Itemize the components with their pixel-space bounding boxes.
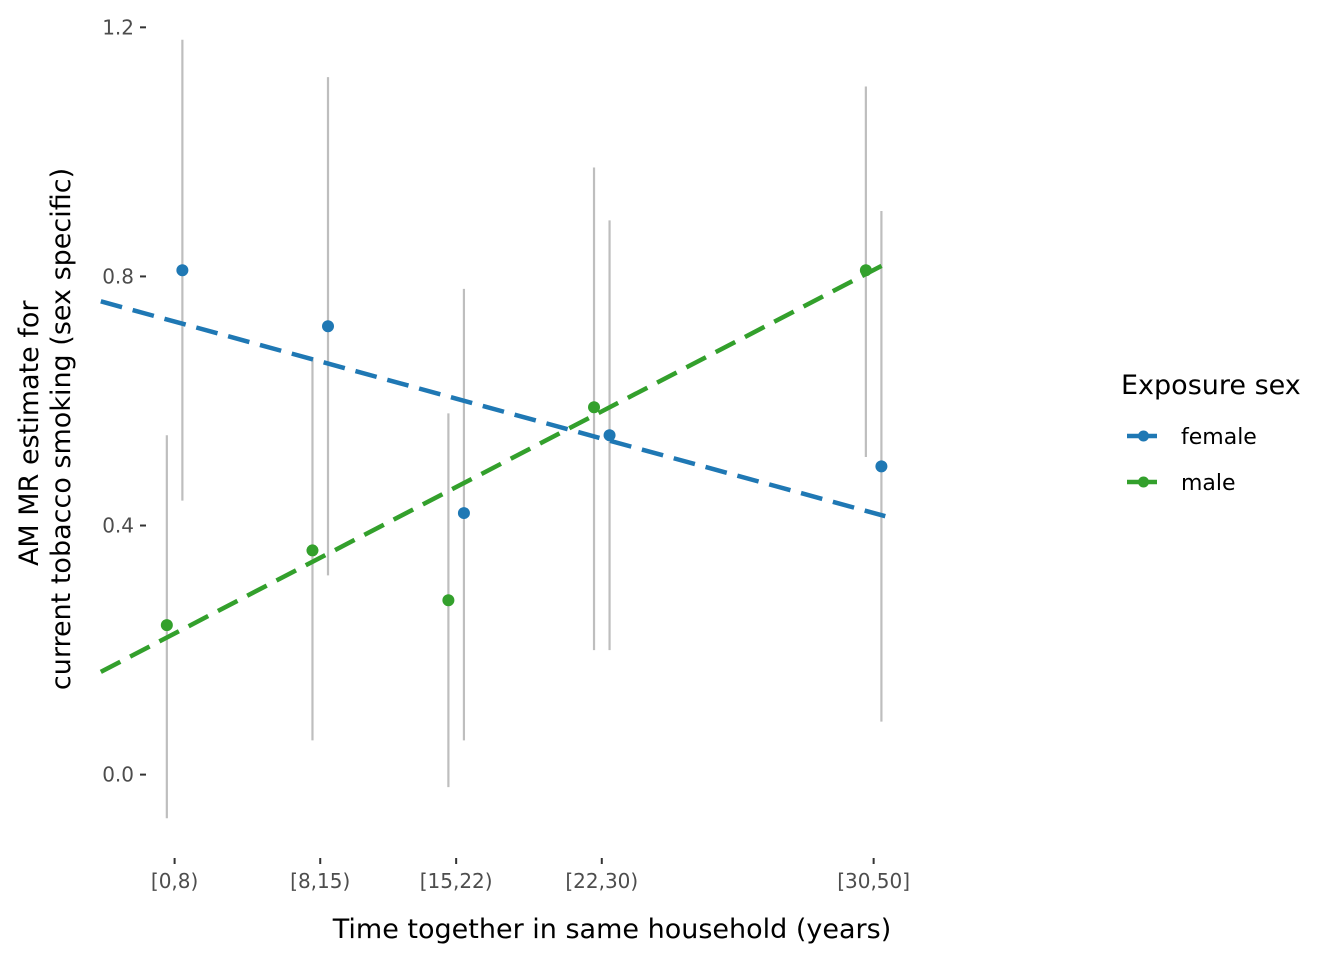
point-male-1 [306,544,319,557]
x-tick-label-0: [0,8) [151,869,198,893]
point-female-0 [176,264,189,277]
point-male-2 [442,594,455,607]
data-points [160,264,888,632]
legend-key-point-male [1138,476,1149,488]
legend-label-female: female [1181,425,1257,450]
y-tick-label-0: 0.0 [102,763,134,787]
point-male-4 [859,264,872,277]
x-tick-label-1: [8,15) [290,869,350,893]
y-tick-label-3: 1.2 [102,15,134,39]
point-male-3 [588,401,601,414]
point-female-2 [457,507,470,520]
legend: Exposure sex female male [1121,370,1301,496]
error-bars [165,39,883,819]
x-tick-label-4: [30,50] [837,869,910,893]
x-axis-title: Time together in same household (years) [332,914,891,945]
point-male-0 [160,619,173,632]
legend-key-point-female [1138,430,1149,442]
trend-line-female [100,299,886,519]
x-tick-label-2: [15,22) [420,869,493,893]
y-axis-title-line-1: AM MR estimate for [14,300,45,566]
y-axis-title-line-2: current tobacco smoking (sex specific) [46,168,77,690]
point-female-3 [603,429,616,442]
trend-lines [99,261,887,674]
y-tick-label-1: 0.4 [102,514,134,538]
y-tick-label-2: 0.8 [102,264,134,288]
point-female-4 [875,460,888,473]
y-axis: 0.0 0.4 0.8 1.2 [102,15,146,787]
legend-label-male: male [1181,471,1236,496]
point-female-1 [322,320,335,333]
x-axis: [0,8) [8,15) [15,22) [22,30) [30,50] [151,858,910,893]
trend-line-male [99,261,887,674]
x-tick-label-3: [22,30) [565,869,638,893]
legend-title: Exposure sex [1121,370,1301,401]
y-axis-title: AM MR estimate for current tobacco smoki… [14,168,77,690]
